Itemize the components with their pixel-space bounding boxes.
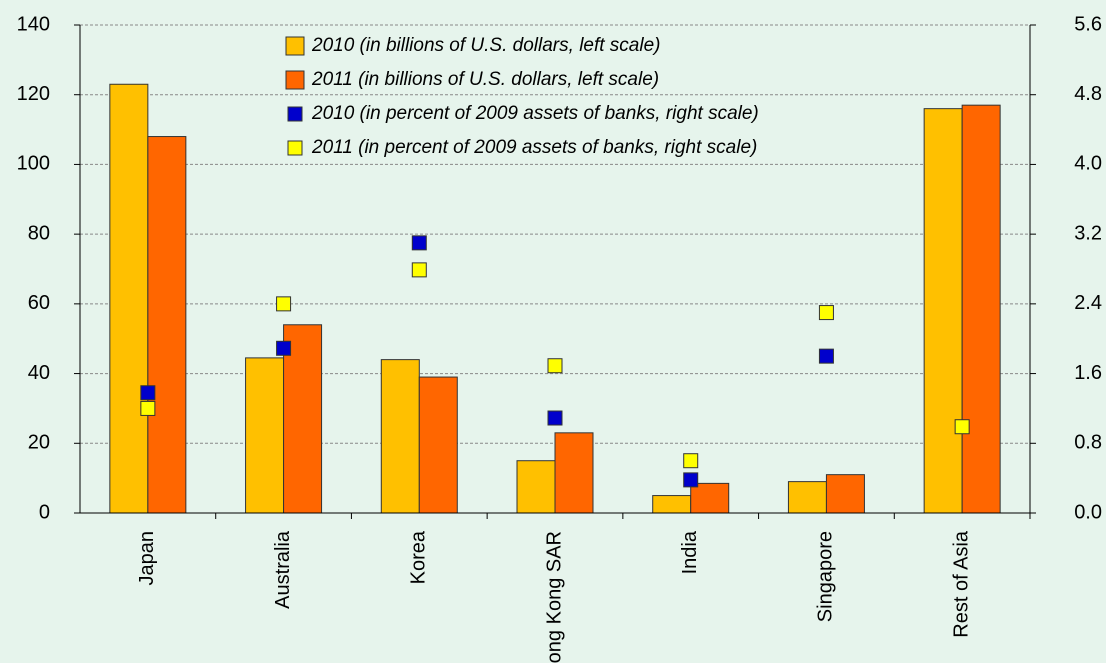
y2-tick-label: 0.8 [1074, 432, 1102, 454]
y-tick-label: 140 [17, 13, 50, 35]
bar [961, 104, 1001, 514]
bar [380, 359, 420, 514]
marker [140, 385, 156, 401]
y-tick-label: 80 [28, 222, 50, 244]
y2-tick-label: 2.4 [1074, 292, 1102, 314]
y-tick-label: 100 [17, 153, 50, 175]
y2-tick-label: 3.2 [1074, 222, 1102, 244]
marker [547, 358, 563, 374]
bar [283, 324, 323, 514]
bar [652, 495, 692, 514]
x-tick-label: Japan [136, 531, 158, 586]
x-tick-label: Hong Kong SAR [543, 531, 565, 663]
legend-swatch [285, 36, 305, 56]
bar [516, 460, 556, 514]
bar [109, 83, 149, 514]
marker [276, 340, 292, 356]
x-tick-label: India [679, 530, 701, 574]
x-tick-label: Australia [272, 530, 294, 609]
bar [418, 376, 458, 514]
marker [547, 410, 563, 426]
marker [683, 453, 699, 469]
bar [147, 136, 187, 514]
y-tick-label: 40 [28, 362, 50, 384]
marker [954, 419, 970, 435]
legend-swatch [287, 140, 303, 156]
legend-label: 2010 (in percent of 2009 assets of banks… [311, 103, 759, 124]
bar [825, 474, 865, 514]
y2-tick-label: 4.8 [1074, 83, 1102, 105]
legend-swatch [287, 106, 303, 122]
y-tick-label: 0 [39, 501, 50, 523]
y2-tick-label: 1.6 [1074, 362, 1102, 384]
bar [923, 108, 963, 514]
marker [818, 305, 834, 321]
legend-swatch [285, 70, 305, 90]
legend-label: 2011 (in percent of 2009 assets of banks… [311, 137, 757, 158]
y-tick-label: 120 [17, 83, 50, 105]
y2-tick-label: 5.6 [1074, 13, 1102, 35]
y-tick-label: 60 [28, 292, 50, 314]
y-tick-label: 20 [28, 432, 50, 454]
marker [276, 296, 292, 312]
marker [683, 472, 699, 488]
marker [140, 400, 156, 416]
legend-label: 2011 (in billions of U.S. dollars, left … [311, 69, 659, 90]
y2-tick-label: 4.0 [1074, 153, 1102, 175]
bar [690, 482, 730, 514]
legend-label: 2010 (in billions of U.S. dollars, left … [311, 35, 661, 56]
x-tick-label: Rest of Asia [950, 530, 972, 638]
bar [554, 432, 594, 514]
y2-tick-label: 0.0 [1074, 501, 1102, 523]
marker [411, 262, 427, 278]
marker [818, 348, 834, 364]
x-tick-label: Singapore [815, 531, 837, 622]
bar [245, 357, 285, 514]
bar [787, 481, 827, 514]
marker [411, 235, 427, 251]
x-tick-label: Korea [408, 530, 430, 584]
